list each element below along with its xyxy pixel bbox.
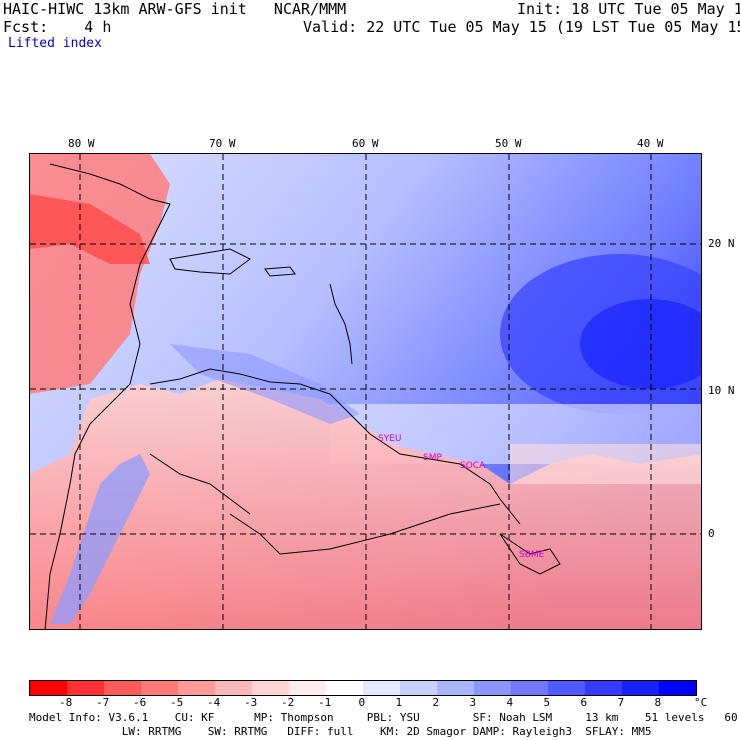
colorbar-cell [178, 681, 215, 695]
valid-time: Valid: 22 UTC Tue 05 May 15 (19 LST Tue … [303, 18, 740, 36]
colorbar-cell [400, 681, 437, 695]
station-syeu: SYEU [378, 434, 401, 444]
colorbar-tick-label: -1 [318, 696, 332, 709]
colorbar-tick-label: -6 [133, 696, 147, 709]
colorbar-tick-label: 6 [580, 696, 588, 709]
colorbar-tick-label: 8 [654, 696, 662, 709]
colorbar-tick-label: 2 [432, 696, 440, 709]
lat-label-0: 0 [708, 527, 715, 540]
lat-label-10n: 10 N [708, 384, 735, 397]
colorbar-unit: °C [694, 696, 708, 709]
andes-cool [50, 454, 150, 624]
colorbar-tick-label: -2 [281, 696, 295, 709]
colorbar-cell [215, 681, 252, 695]
colorbar-tick-label: 0 [358, 696, 366, 709]
lon-label-80w: 80 W [68, 137, 95, 150]
station-sbme: SBME [519, 550, 545, 560]
station-smp: SMP [423, 453, 442, 463]
station-soca: SOCA [460, 461, 486, 471]
colorbar-cell [67, 681, 104, 695]
colorbar-tick-label: 3 [469, 696, 477, 709]
colorbar-cell [622, 681, 659, 695]
colorbar-cell [548, 681, 585, 695]
colorbar-cell [252, 681, 289, 695]
model-info-line1: Model Info: V3.6.1 CU: KF MP: Thompson P… [29, 711, 740, 724]
colorbar-cell [585, 681, 622, 695]
colorbar-cell [659, 681, 696, 695]
colorbar-tick-label: -3 [244, 696, 258, 709]
colorbar-tick-label: -7 [96, 696, 110, 709]
colorbar-tick-label: 4 [506, 696, 514, 709]
lon-label-40w: 40 W [637, 137, 664, 150]
model-title: HAIC-HIWC 13km ARW-GFS init NCAR/MMM [3, 0, 347, 18]
colorbar-cell [437, 681, 474, 695]
colorbar-tick-label: -5 [170, 696, 184, 709]
lifted-index-map: SYEU SMP SOCA SBME [29, 153, 702, 630]
lat-lon-grid [30, 154, 701, 629]
colorbar-tick-label: -8 [59, 696, 73, 709]
field-name: Lifted index [8, 36, 102, 51]
colorbar-cell [104, 681, 141, 695]
colorbar-cell [141, 681, 178, 695]
init-time: Init: 18 UTC Tue 05 May 15 [517, 0, 740, 18]
colorbar [29, 680, 697, 696]
cool-streak [170, 344, 360, 424]
model-info-line2: LW: RRTMG SW: RRTMG DIFF: full KM: 2D Sm… [29, 725, 652, 738]
pinkish-sea [510, 444, 701, 484]
lon-label-70w: 70 W [209, 137, 236, 150]
colorbar-tick-label: -4 [207, 696, 221, 709]
lon-label-50w: 50 W [495, 137, 522, 150]
colorbar-cell [363, 681, 400, 695]
lon-label-60w: 60 W [352, 137, 379, 150]
colorbar-tick-label: 7 [617, 696, 625, 709]
colorbar-cell [474, 681, 511, 695]
colorbar-cell [30, 681, 67, 695]
blue-core-inner [580, 299, 701, 389]
colorbar-tick-label: 5 [543, 696, 551, 709]
map-svg: SYEU SMP SOCA SBME [30, 154, 701, 629]
colorbar-cell [289, 681, 326, 695]
forecast-hour: Fcst: 4 h [3, 18, 112, 36]
colorbar-cell [326, 681, 363, 695]
colorbar-tick-label: 1 [395, 696, 403, 709]
colorbar-cell [511, 681, 548, 695]
cuba-warm [30, 194, 150, 264]
lat-label-20n: 20 N [708, 237, 735, 250]
